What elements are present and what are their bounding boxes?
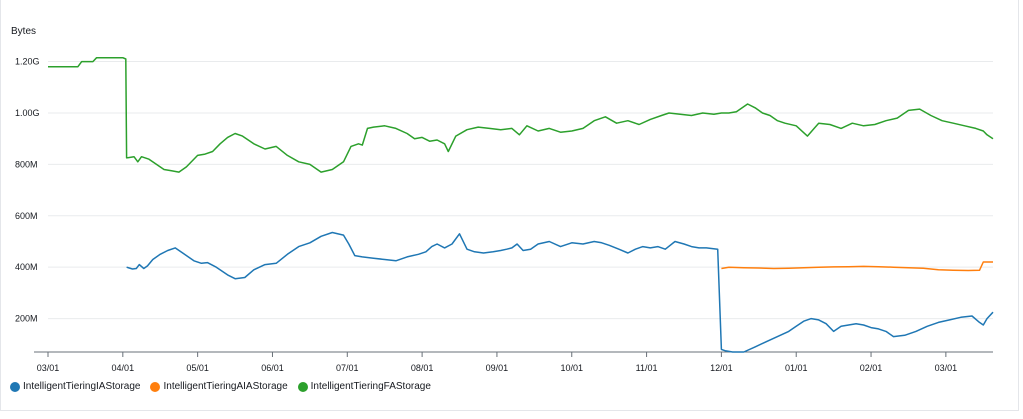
legend: IntelligentTieringIAStorage IntelligentT… [10, 381, 431, 392]
legend-item-ia[interactable]: IntelligentTieringIAStorage [10, 381, 140, 392]
y-tick-label: 800M [15, 159, 38, 169]
chart-svg: Bytes 1.20G 1.00G 800M 600M 400M 200M 03/01 04… [11, 26, 994, 373]
legend-item-fa[interactable]: IntelligentTieringFAStorage [297, 381, 431, 392]
y-tick-label: 600M [15, 211, 38, 221]
series-line-fa [48, 56, 994, 173]
x-tick-label: 09/01 [486, 363, 509, 373]
y-tick-label: 1.00G [15, 108, 40, 118]
x-axis: 03/01 04/01 05/01 06/01 07/01 08/01 09/01 10/01… [34, 351, 993, 373]
x-tick-label: 07/01 [336, 363, 359, 373]
legend-label-aia: IntelligentTieringAIAStorage [163, 381, 288, 392]
legend-label-ia: IntelligentTieringIAStorage [23, 381, 141, 392]
x-tick-label: 04/01 [112, 363, 135, 373]
series-line-ia [126, 231, 994, 353]
legend-item-aia[interactable]: IntelligentTieringAIAStorage [150, 381, 288, 392]
x-tick-label: 06/01 [261, 363, 284, 373]
y-tick-label: 400M [15, 262, 38, 272]
y-tick-label: 200M [15, 314, 38, 324]
x-tick-label: 11/01 [636, 363, 658, 373]
legend-swatch-fa-icon [297, 381, 308, 392]
grid-lines [48, 61, 993, 320]
x-tick-label: 03/01 [37, 363, 60, 373]
y-tick-labels: 1.20G 1.00G 800M 600M 400M 200M [15, 57, 40, 324]
legend-swatch-aia-icon [150, 381, 161, 392]
x-tick-label: 02/01 [860, 363, 883, 373]
x-tick-label: 10/01 [560, 363, 583, 373]
x-tick-label: 08/01 [411, 363, 434, 373]
series-line-aia [721, 261, 993, 272]
x-tick-label: 03/01 [935, 363, 958, 373]
y-axis-label: Bytes [11, 26, 36, 37]
legend-swatch-ia-icon [10, 381, 20, 392]
chart-panel: Bytes 1.20G 1.00G 800M 600M 400M 200M 03/01 04… [0, 0, 1019, 411]
series-lines [48, 56, 994, 353]
y-tick-label: 1.20G [15, 57, 40, 67]
legend-label-fa: IntelligentTieringFAStorage [310, 381, 431, 392]
x-tick-label: 12/01 [710, 363, 733, 373]
x-tick-label: 01/01 [785, 363, 808, 373]
x-tick-label: 05/01 [186, 363, 209, 373]
